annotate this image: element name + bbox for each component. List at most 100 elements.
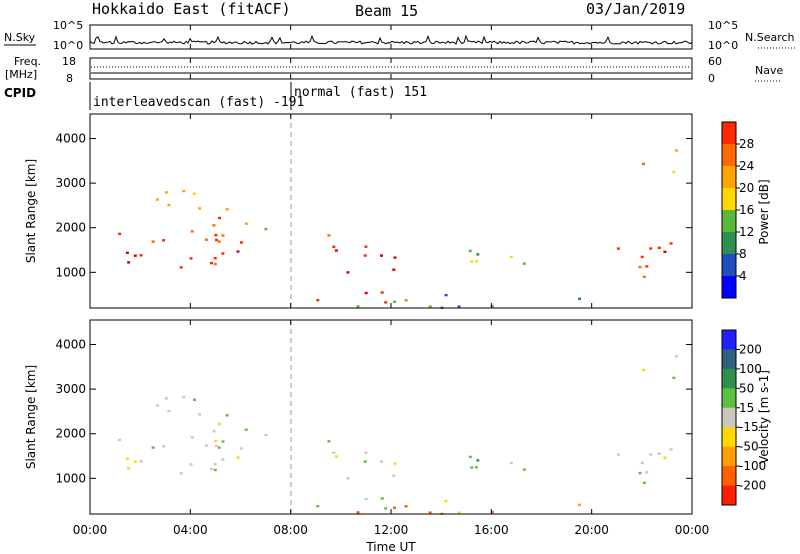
range-gate-cell (428, 305, 432, 308)
range-gate-cell (239, 241, 243, 244)
range-gate-cell (236, 250, 240, 253)
range-gate-cell (364, 497, 368, 501)
colorbar-swatch (722, 144, 736, 167)
colorbar-tick-label: 200 (739, 342, 762, 356)
colorbar-swatch (722, 330, 736, 350)
velocity-colorbar: 200 100 50 15 -15 -50 -100 -200 (721, 329, 766, 506)
range-gate-cell (392, 474, 396, 477)
range-gate-cell (133, 254, 137, 257)
range-gate-cell (213, 463, 217, 466)
range-gate-cell (155, 198, 159, 201)
range-gate-cell (167, 409, 171, 413)
nsky-bottom-tick: 10^0 (53, 39, 83, 52)
y-tick-label: 1000 (55, 471, 86, 485)
colorbar-swatch (722, 276, 736, 299)
colorbar-swatch (722, 349, 736, 370)
colorbar-swatch (722, 122, 736, 145)
y-tick-label: 2000 (55, 221, 86, 235)
range-gate-cell (204, 444, 208, 447)
range-gate-cell (221, 458, 225, 461)
range-gate-cell (672, 376, 676, 380)
range-gate-cell (363, 254, 367, 257)
colorbar-swatch (722, 388, 736, 409)
colorbar-tick-label: -15 (739, 420, 759, 434)
range-gate-cell (675, 355, 679, 358)
range-gate-cell (509, 461, 513, 465)
colorbar-tick-label: -200 (739, 479, 766, 493)
velocity-heatmap-cells (118, 355, 679, 515)
range-gate-cell (509, 255, 513, 259)
range-gate-cell (127, 467, 131, 470)
range-gate-cell (193, 192, 196, 195)
range-gate-cell (198, 207, 202, 210)
range-gate-cell (332, 451, 336, 454)
range-gate-cell (182, 189, 186, 193)
nsearch-top-tick: 10^5 (708, 19, 738, 32)
range-gate-cell (457, 305, 461, 308)
range-gate-cell (239, 447, 243, 450)
colorbar-swatch (722, 427, 736, 447)
date-label: 03/Jan/2019 (586, 0, 685, 18)
range-gate-cell (522, 468, 526, 471)
x-tick-label: 08:00 (273, 523, 308, 537)
range-gate-cell (384, 507, 388, 510)
range-gate-cell (167, 203, 171, 207)
x-tick-label: 00:00 (675, 523, 710, 537)
range-gate-cell (204, 238, 208, 241)
range-gate-cell (616, 247, 620, 250)
range-gate-cell (125, 251, 129, 254)
range-gate-cell (468, 455, 472, 459)
range-gate-cell (133, 460, 137, 463)
range-gate-cell (663, 456, 667, 459)
range-gate-cell (225, 208, 229, 211)
range-gate-cell (640, 255, 644, 259)
range-gate-cell (444, 499, 448, 503)
range-gate-cell (210, 261, 213, 265)
range-gate-cell (490, 304, 494, 308)
range-gate-cell (470, 260, 474, 263)
cpid-label: CPID (4, 86, 36, 100)
colorbar-swatch (722, 485, 736, 506)
range-gate-cell (672, 170, 676, 174)
range-gate-cell (218, 216, 221, 220)
nsearch-label: N.Search (745, 31, 795, 44)
range-gate-cell (649, 453, 653, 456)
range-gate-cell (212, 430, 216, 433)
freq-top-tick: 18 (62, 55, 76, 68)
y-tick-label: 4000 (55, 338, 86, 352)
range-gate-cell (380, 254, 383, 257)
range-gate-cell (164, 397, 168, 400)
range-gate-cell (649, 247, 653, 250)
range-gate-cell (638, 265, 642, 269)
colorbar-tick-label: 24 (739, 159, 754, 173)
colorbar-tick-label: 12 (739, 225, 754, 239)
power-colorbar-label: Power [dB] (757, 179, 771, 244)
power-panel-frame (89, 113, 693, 309)
range-gate-cell (457, 511, 461, 514)
velocity-colorbar-label: Velocity [m s-1] (757, 370, 771, 464)
colorbar-tick-label: 20 (739, 181, 754, 195)
range-gate-cell (127, 261, 131, 264)
range-gate-cell (179, 472, 183, 475)
range-gate-cell (155, 404, 159, 407)
range-gate-cell (215, 238, 218, 242)
range-gate-cell (645, 471, 649, 474)
colorbar-tick-label: 15 (739, 401, 754, 415)
range-gate-cell (470, 466, 474, 469)
colorbar-swatch (722, 368, 736, 389)
colorbar-tick-label: 100 (739, 362, 762, 376)
range-gate-cell (244, 222, 248, 225)
range-gate-cell (393, 300, 396, 303)
y-tick-label: 3000 (55, 382, 86, 396)
range-gate-cell (638, 471, 642, 475)
power-colorbar: 4 8 12 16 20 24 28 (721, 121, 754, 299)
range-gate-cell (476, 459, 480, 462)
velocity-y-axis: 1000 2000 3000 4000 (55, 338, 692, 485)
range-gate-cell (474, 260, 478, 263)
range-gate-cell (346, 271, 350, 274)
colorbar-swatch (722, 446, 736, 467)
nsky-label: N.Sky (4, 31, 36, 44)
range-gate-cell (139, 254, 143, 257)
range-gate-cell (669, 448, 673, 451)
